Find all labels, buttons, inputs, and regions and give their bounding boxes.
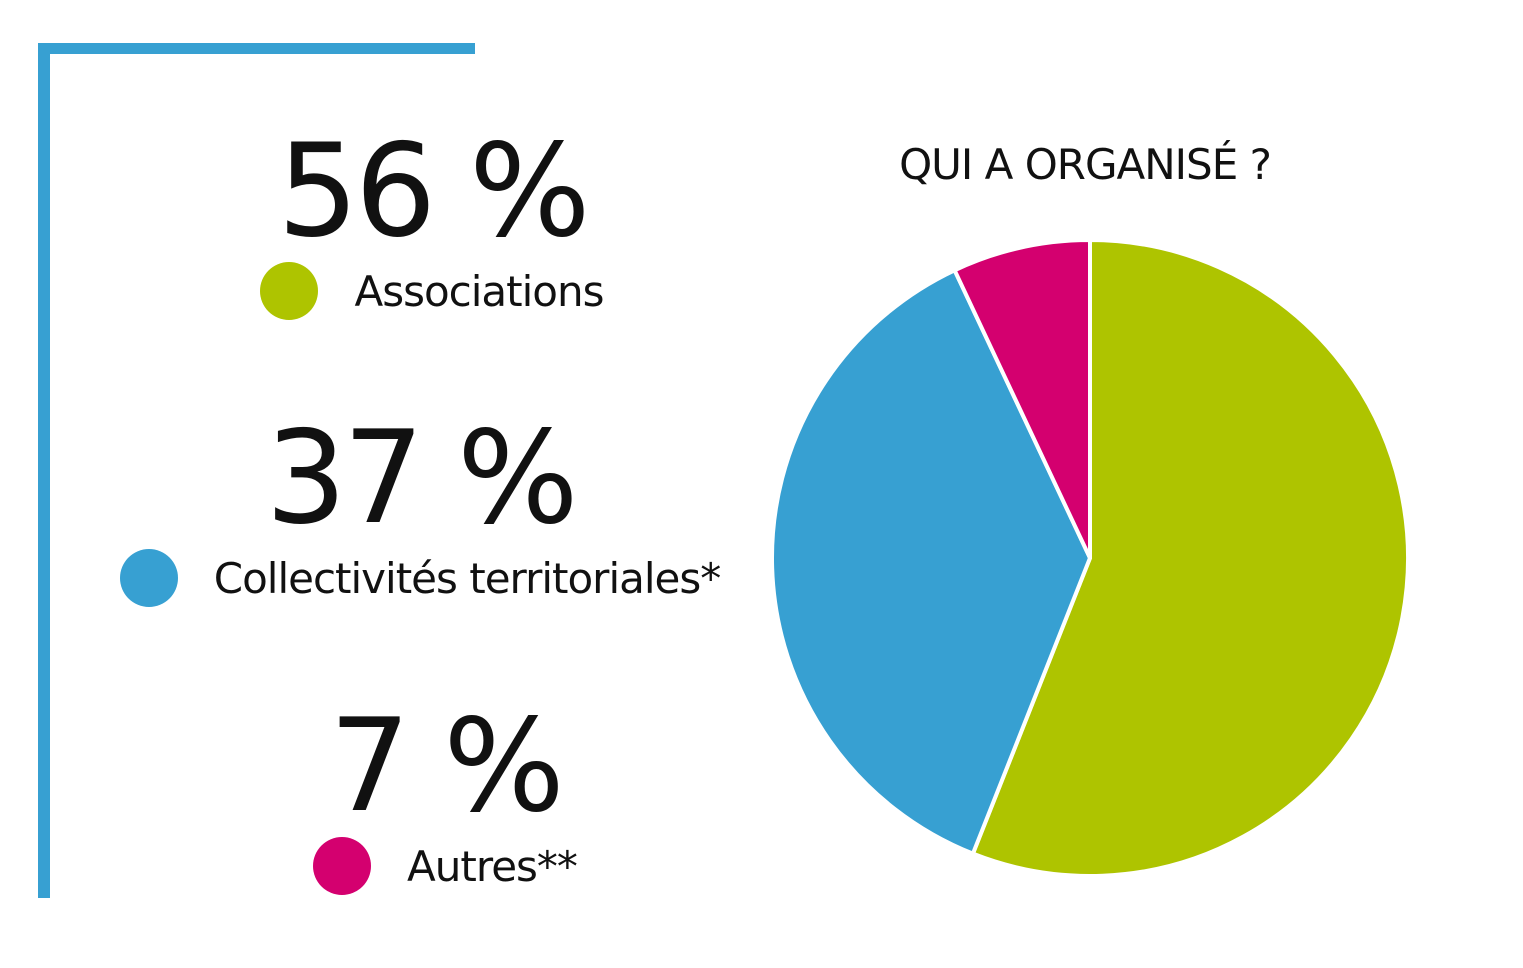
- percentage-value: 7 %: [329, 692, 565, 841]
- pie-slice-0: [970, 238, 1410, 878]
- legend-label-row: Collectivités territoriales*: [119, 549, 721, 607]
- chart-title: QUI A ORGANISÉ ?: [899, 140, 1272, 189]
- pie-slice-2: [952, 238, 1092, 560]
- legend-dot-icon: [260, 262, 319, 320]
- legend-label-row: Autres**: [313, 837, 578, 895]
- legend-entry-collectivites: 37 % Collectivités territoriales*: [100, 415, 740, 607]
- percentage-value: 56 %: [277, 117, 590, 266]
- legend-label: Collectivités territoriales*: [213, 553, 721, 603]
- legend-dot-icon: [119, 549, 178, 607]
- legend-dot-icon: [313, 837, 372, 895]
- legend-entry-autres: 7 % Autres**: [280, 703, 610, 895]
- percentage-value: 37 %: [265, 404, 578, 553]
- frame-left-bar: [38, 43, 50, 898]
- pie-slice-1: [770, 268, 1092, 856]
- legend-label: Associations: [354, 266, 604, 316]
- frame-top-bar: [38, 43, 475, 54]
- legend-label-row: Associations: [260, 262, 605, 320]
- legend-entry-associations: 56 % Associations: [222, 128, 642, 320]
- pie-chart: [770, 238, 1410, 878]
- legend-label: Autres**: [407, 841, 578, 891]
